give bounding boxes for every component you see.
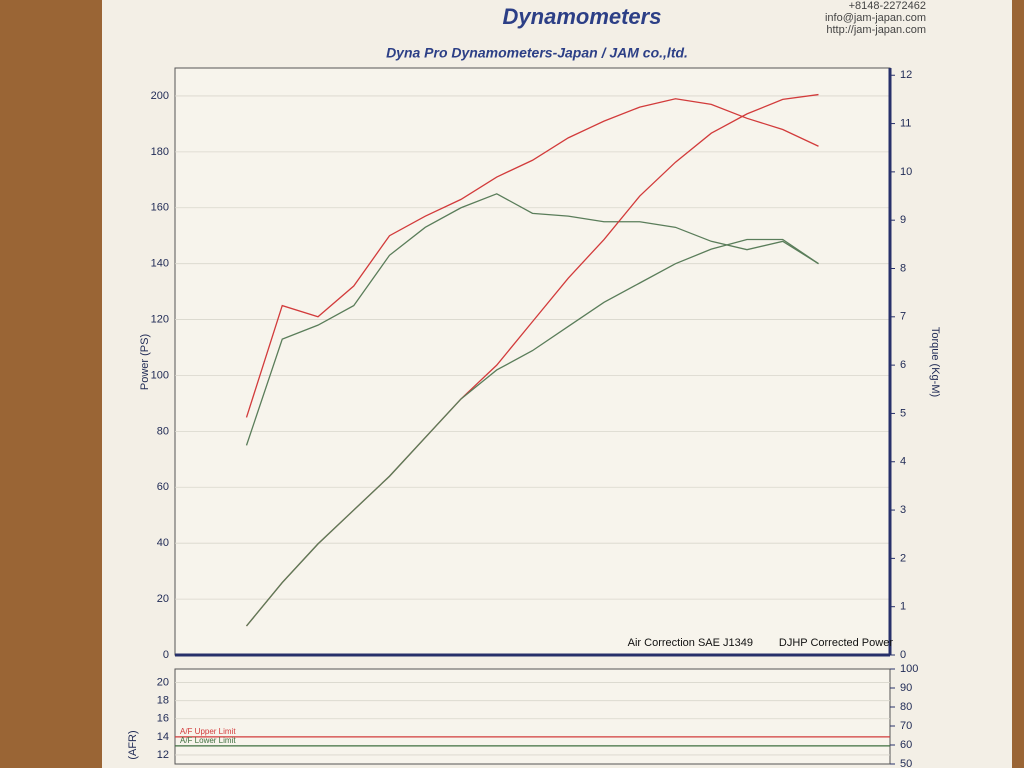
data-line: [245, 193, 819, 446]
brand: Dynamometers: [503, 4, 662, 29]
y2-tick-label: 50: [900, 758, 912, 768]
y2-tick-label: 60: [900, 739, 912, 751]
y-tick-label: 20: [157, 593, 169, 605]
y2-tick-label: 1: [900, 601, 906, 613]
y2-tick-label: 5: [900, 407, 906, 419]
grid-layer: [175, 95, 890, 756]
y-tick-label: 180: [151, 146, 169, 158]
data-line: [245, 98, 819, 418]
phone: +8148-2272462: [849, 0, 926, 12]
y-tick-label: 12: [157, 749, 169, 761]
annotation: DJHP Corrected Power: [779, 637, 893, 649]
y-tick-label: 0: [163, 649, 169, 661]
series-label: A/F Upper Limit: [180, 727, 236, 736]
y-tick-label: 200: [151, 90, 169, 102]
url: http://jam-japan.com: [826, 24, 926, 36]
y-tick-label: 100: [151, 369, 169, 381]
y-axis-label: Power (PS): [139, 334, 151, 390]
y2-tick-label: 90: [900, 682, 912, 694]
y-tick-label: 60: [157, 481, 169, 493]
y2-tick-label: 7: [900, 311, 906, 323]
y2-tick-label: 12: [900, 69, 912, 81]
y-tick-label: 140: [151, 258, 169, 270]
series-label: A/F Lower Limit: [180, 736, 236, 745]
y2-tick-label: 11: [900, 117, 911, 129]
annotation: Air Correction SAE J1349: [628, 637, 753, 649]
y-tick-label: 160: [151, 202, 169, 214]
y2-tick-label: 0: [900, 649, 906, 661]
data-line: [245, 238, 819, 627]
chart-title: Dyna Pro Dynamometers-Japan / JAM co.,lt…: [386, 45, 688, 61]
y2-tick-label: 9: [900, 214, 906, 226]
y-tick-label: 16: [157, 713, 169, 725]
y2-tick-label: 80: [900, 701, 912, 713]
y2-tick-label: 100: [900, 663, 918, 675]
y2-tick-label: 2: [900, 552, 906, 564]
y2-tick-label: 70: [900, 720, 912, 732]
y2-tick-label: 8: [900, 262, 906, 274]
y2-tick-label: 3: [900, 504, 906, 516]
y2-tick-label: 10: [900, 166, 912, 178]
y-tick-label: 120: [151, 313, 169, 325]
y2-tick-label: 4: [900, 456, 906, 468]
email: info@jam-japan.com: [825, 12, 926, 24]
line-layer: [175, 93, 890, 747]
afr-axis-label: (AFR): [127, 730, 139, 759]
afr-plot-area: [174, 668, 891, 765]
y-tick-label: 40: [157, 537, 169, 549]
y-tick-label: 80: [157, 425, 169, 437]
y2-axis-label: Torque (Kg-M): [929, 327, 941, 397]
y-tick-label: 20: [157, 676, 169, 688]
y-tick-label: 18: [157, 695, 169, 707]
y2-tick-label: 6: [900, 359, 906, 371]
y-tick-label: 14: [157, 731, 169, 743]
plot-area: [174, 67, 891, 656]
